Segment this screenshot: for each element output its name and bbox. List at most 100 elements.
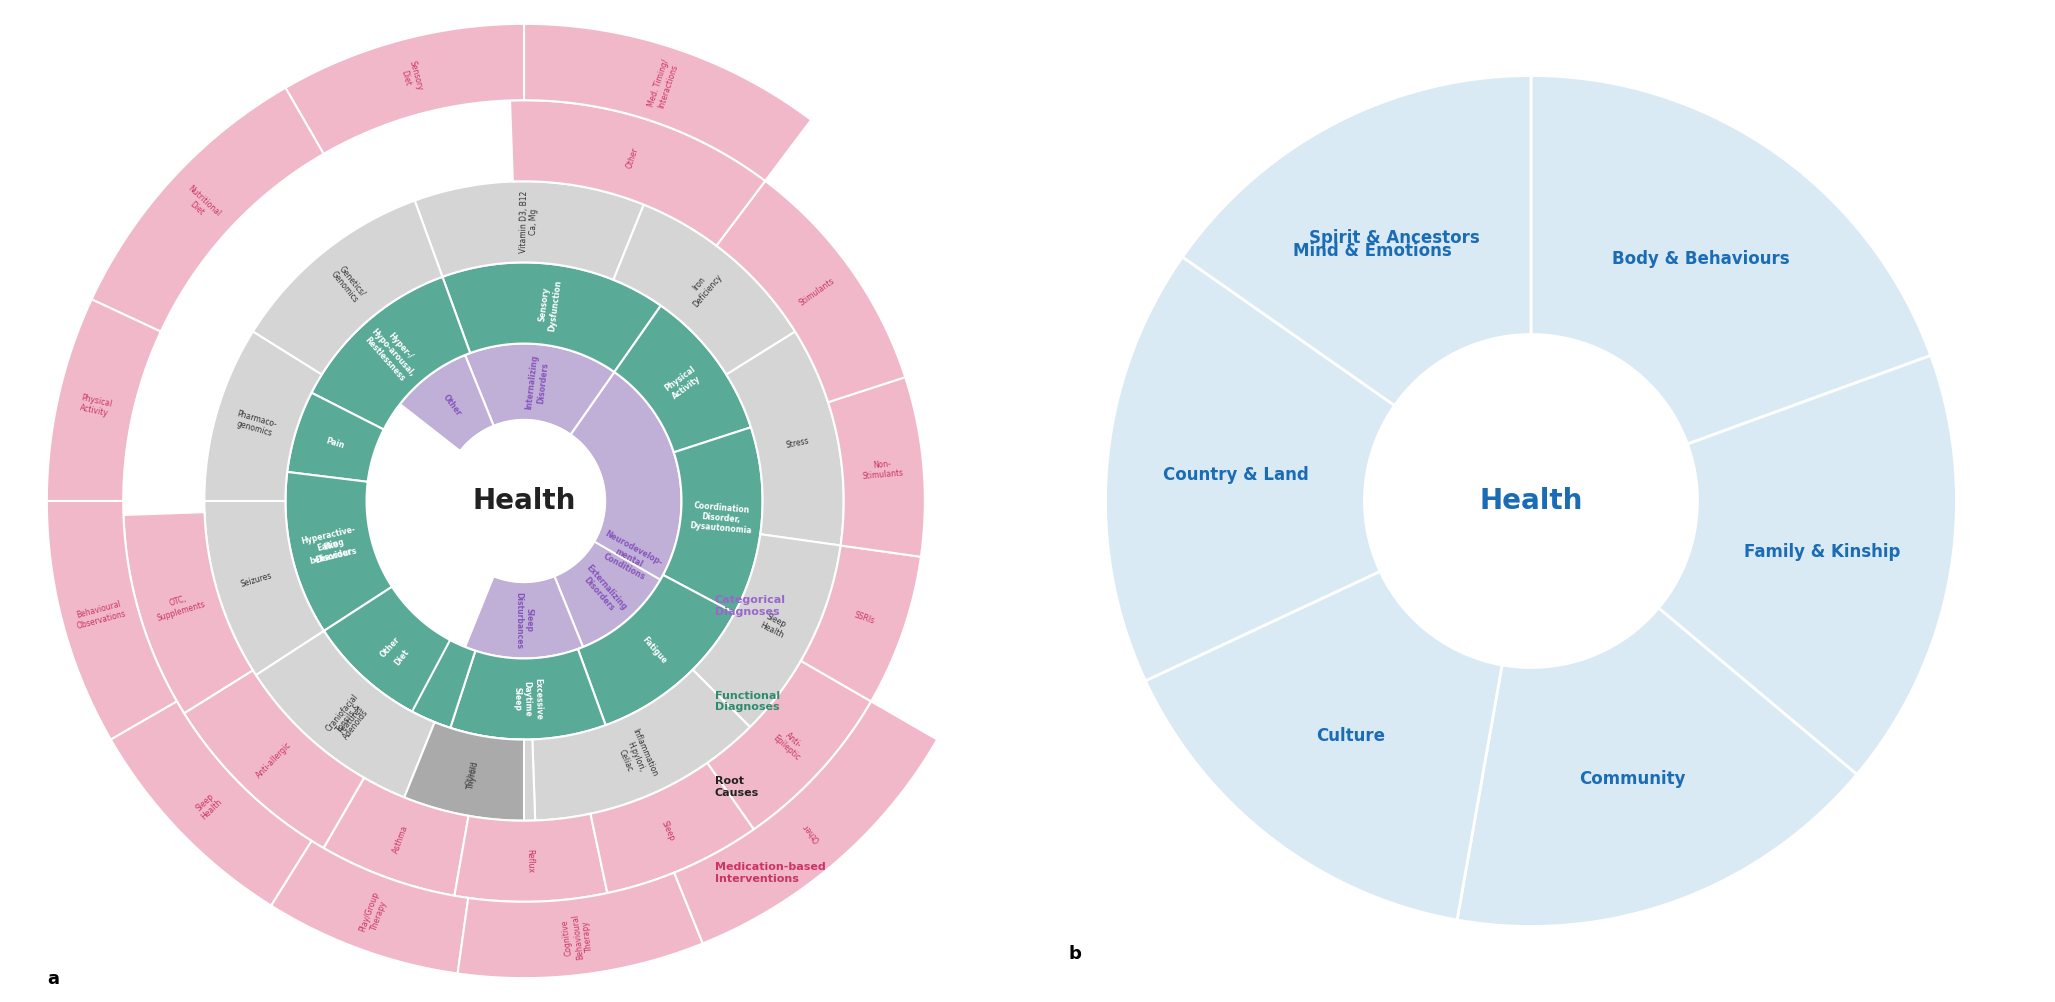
Polygon shape xyxy=(612,204,795,375)
Text: Health: Health xyxy=(1480,487,1582,515)
Text: Spirit & Ancestors: Spirit & Ancestors xyxy=(1309,229,1480,247)
Polygon shape xyxy=(1106,257,1395,680)
Text: Externalizing
Disorders: Externalizing Disorders xyxy=(575,563,629,619)
Circle shape xyxy=(1365,335,1697,667)
Text: Nutritional
Diet: Nutritional Diet xyxy=(179,183,222,225)
Text: Sleep: Sleep xyxy=(660,820,676,843)
Polygon shape xyxy=(1457,608,1858,927)
Polygon shape xyxy=(450,649,606,739)
Text: Categorical
Diagnoses: Categorical Diagnoses xyxy=(715,595,785,617)
Text: a: a xyxy=(47,970,60,988)
Polygon shape xyxy=(590,763,754,893)
Text: Hyper-/
Hypo-arousal,
Restlessness: Hyper-/ Hypo-arousal, Restlessness xyxy=(362,320,423,386)
Text: Play/Group
Therapy: Play/Group Therapy xyxy=(358,891,390,937)
Text: Sensory
Dysfunction: Sensory Dysfunction xyxy=(536,278,563,332)
Polygon shape xyxy=(1145,571,1502,920)
Text: Family & Kinship: Family & Kinship xyxy=(1745,543,1901,561)
Text: Sensory
Diet: Sensory Diet xyxy=(397,60,423,94)
Text: Physical
Activity: Physical Activity xyxy=(78,393,113,419)
Polygon shape xyxy=(674,701,937,944)
Text: Internalizing
Disorders: Internalizing Disorders xyxy=(524,354,551,411)
Polygon shape xyxy=(253,200,442,375)
Polygon shape xyxy=(405,722,524,821)
Text: Anti-allergic: Anti-allergic xyxy=(255,740,294,780)
Polygon shape xyxy=(717,181,904,402)
Text: Cognitive
Behavioural
Therapy: Cognitive Behavioural Therapy xyxy=(559,912,596,961)
Polygon shape xyxy=(415,181,643,280)
Polygon shape xyxy=(510,100,764,245)
Polygon shape xyxy=(801,545,921,701)
Text: Neurodevelop-
mental
Conditions: Neurodevelop- mental Conditions xyxy=(594,529,664,586)
Polygon shape xyxy=(693,534,840,727)
Text: Medication-based
Interventions: Medication-based Interventions xyxy=(715,863,826,884)
Polygon shape xyxy=(203,501,325,675)
Text: Vitamin D3, B12
Ca, Mg: Vitamin D3, B12 Ca, Mg xyxy=(518,190,538,254)
Polygon shape xyxy=(725,332,845,545)
Text: Community: Community xyxy=(1578,771,1685,789)
Text: Seizures: Seizures xyxy=(240,571,273,589)
Polygon shape xyxy=(1182,75,1531,406)
Polygon shape xyxy=(532,669,750,821)
Text: Non-
Stimulants: Non- Stimulants xyxy=(861,458,904,481)
Polygon shape xyxy=(203,332,323,501)
Text: Functional
Diagnoses: Functional Diagnoses xyxy=(715,690,781,712)
Text: Craniofacial
Features: Craniofacial Features xyxy=(325,692,368,740)
Text: b: b xyxy=(1069,946,1081,964)
Text: Country & Land: Country & Land xyxy=(1163,466,1309,484)
Text: Other: Other xyxy=(442,393,462,418)
Polygon shape xyxy=(323,584,475,727)
Text: Fatigue: Fatigue xyxy=(639,635,668,665)
Text: Sleep
Health: Sleep Health xyxy=(193,791,224,822)
Polygon shape xyxy=(524,24,812,181)
Polygon shape xyxy=(111,701,312,906)
Text: Body & Behaviours: Body & Behaviours xyxy=(1611,249,1790,268)
Polygon shape xyxy=(464,576,584,658)
Polygon shape xyxy=(458,873,703,978)
Polygon shape xyxy=(312,277,471,430)
Text: Mind & Emotions: Mind & Emotions xyxy=(1293,242,1451,261)
Polygon shape xyxy=(464,372,682,658)
Polygon shape xyxy=(47,300,160,501)
Text: Genetics/
Genomics: Genetics/ Genomics xyxy=(329,264,368,305)
Text: Coordination
Disorder,
Dysautonomia: Coordination Disorder, Dysautonomia xyxy=(688,501,754,536)
Text: Asthma: Asthma xyxy=(393,825,411,855)
Text: Excessive
Daytime
Sleep: Excessive Daytime Sleep xyxy=(512,677,543,720)
Polygon shape xyxy=(442,263,662,372)
Polygon shape xyxy=(828,377,925,557)
Polygon shape xyxy=(614,306,750,452)
Polygon shape xyxy=(325,587,450,711)
Text: Iron
Deficiency: Iron Deficiency xyxy=(682,266,723,309)
Polygon shape xyxy=(286,489,390,627)
Polygon shape xyxy=(1531,75,1932,444)
Text: Pain: Pain xyxy=(325,436,345,450)
Polygon shape xyxy=(271,841,469,974)
Text: Pharmaco-
genomics: Pharmaco- genomics xyxy=(234,409,277,439)
Text: Thyroid: Thyroid xyxy=(466,761,481,791)
Text: Stimulants: Stimulants xyxy=(797,277,836,308)
Text: Other: Other xyxy=(801,821,822,844)
Text: Stress: Stress xyxy=(785,436,810,450)
Polygon shape xyxy=(286,24,524,154)
Polygon shape xyxy=(123,512,253,713)
Polygon shape xyxy=(269,644,432,796)
Polygon shape xyxy=(1145,75,1531,431)
Text: Sleep
Health: Sleep Health xyxy=(758,611,789,640)
Polygon shape xyxy=(323,778,469,896)
Text: Other: Other xyxy=(625,145,639,169)
Polygon shape xyxy=(464,344,614,435)
Polygon shape xyxy=(286,472,393,631)
Text: OTC,
Supplements: OTC, Supplements xyxy=(152,590,206,623)
Text: Sleep
Disturbances: Sleep Disturbances xyxy=(514,592,534,648)
Polygon shape xyxy=(185,670,364,848)
Text: Reflux: Reflux xyxy=(526,849,534,874)
Text: Other: Other xyxy=(464,764,477,787)
Text: Anti-
Epileptic: Anti- Epileptic xyxy=(771,726,808,763)
Polygon shape xyxy=(288,393,384,482)
Polygon shape xyxy=(399,720,534,821)
Text: Eating
Disorder: Eating Disorder xyxy=(312,536,353,564)
Text: Physical
Activity: Physical Activity xyxy=(664,365,703,402)
Polygon shape xyxy=(47,501,177,739)
Text: Health: Health xyxy=(473,487,575,515)
Text: Diet: Diet xyxy=(393,647,411,667)
Text: Culture: Culture xyxy=(1317,726,1385,744)
